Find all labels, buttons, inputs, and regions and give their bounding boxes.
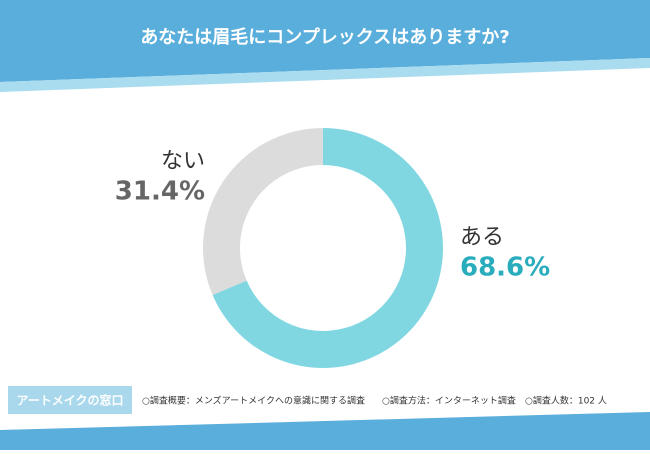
donut-segment: [202, 128, 323, 295]
donut-chart: ある 68.6% ない 31.4%: [115, 128, 550, 368]
footer-note: ○調査人数：102 人: [525, 395, 607, 407]
chart-title: あなたは眉毛にコンプレックスはありますか?: [140, 26, 509, 48]
footer-badge-text: アートメイクの窓口: [16, 393, 123, 408]
header-strip: [0, 58, 650, 92]
segment-label: ある: [460, 225, 504, 250]
footer-badge: [8, 386, 132, 414]
footer-note: ○調査概要：メンズアートメイクへの意識に関する調査: [142, 395, 365, 407]
donut-segment: [212, 128, 444, 368]
segment-value: 31.4%: [115, 177, 205, 207]
segment-value: 68.6%: [460, 253, 550, 283]
header-band: [0, 0, 650, 82]
segment-label: ない: [161, 149, 205, 174]
footer-band: [0, 412, 650, 450]
footer-note: ○調査方法：インターネット調査: [382, 395, 516, 407]
